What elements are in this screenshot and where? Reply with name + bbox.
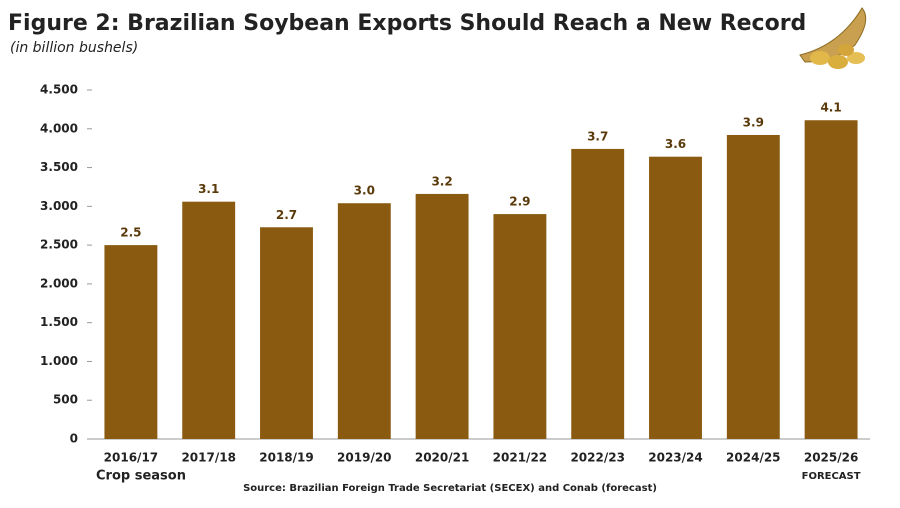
x-tick-label: 2017/18 [181,451,235,465]
x-tick-label: 2018/19 [259,451,313,465]
bar [182,201,236,439]
y-tick-label: 3.000 [40,199,78,213]
bar [337,203,391,439]
chart-subtitle: (in billion bushels) [10,40,138,56]
value-label: 2.7 [276,208,297,222]
x-tick-label: 2025/26 [804,451,858,465]
bar [571,148,625,440]
value-label: 3.9 [743,115,764,129]
y-tick-label: 4.500 [40,83,78,97]
y-tick-label: 2.500 [40,238,78,252]
value-label: 3.1 [198,182,219,196]
y-tick-label: 1.500 [40,315,78,329]
y-tick-label: 3.500 [40,160,78,174]
value-label: 2.9 [509,195,530,209]
source: Source: Brazilian Foreign Trade Secretar… [243,483,657,494]
x-tick-label: 2023/24 [648,451,702,465]
y-tick-label: 0 [70,432,78,446]
soybean-icon [799,7,867,69]
bar [415,193,469,439]
x-tick-label: 2024/25 [726,451,780,465]
value-label: 3.7 [587,129,608,143]
bar [726,134,780,439]
value-label: 3.6 [665,137,686,151]
y-tick-label: 2.000 [40,276,78,290]
bar [649,156,702,439]
y-tick-label: 4.000 [40,121,78,135]
bar [804,120,858,439]
x-axis-label: Crop season [96,469,186,484]
y-tick-label: 500 [53,393,78,407]
value-label: 4.1 [820,101,841,115]
chart-title: Figure 2: Brazilian Soybean Exports Shou… [8,11,806,36]
x-tick-label: 2020/21 [415,451,469,465]
bar [104,245,158,439]
y-tick-label: 1.000 [40,354,78,368]
bar [260,227,313,439]
value-label: 3.2 [431,174,452,188]
bar [493,214,547,439]
value-label: 3.0 [354,184,375,198]
x-tick-label: 2021/22 [493,451,547,465]
x-tick-label: 2019/20 [337,451,391,465]
value-label: 2.5 [120,226,141,240]
x-tick-label: 2022/23 [570,451,624,465]
annotation: FORECAST [802,471,861,482]
x-tick-label: 2016/17 [104,451,158,465]
